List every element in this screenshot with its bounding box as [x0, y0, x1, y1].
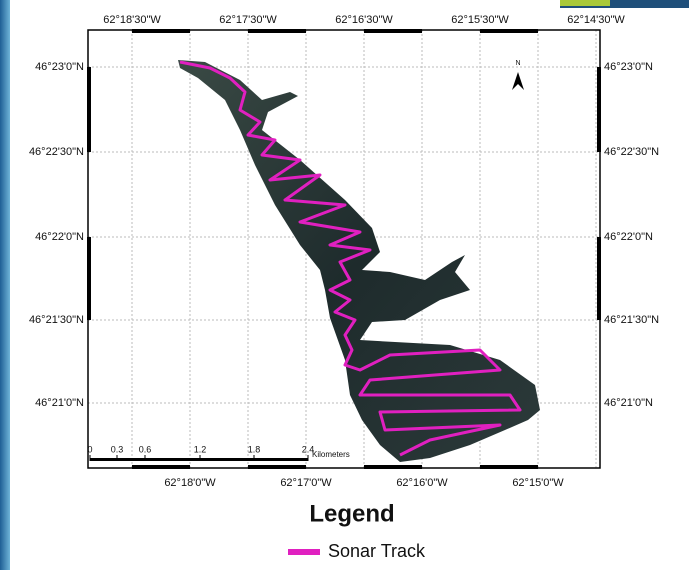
- top-longitude-label: 62°17'30"W: [219, 14, 277, 26]
- left-latitude-label: 46°23'0"N: [35, 61, 84, 73]
- bottom-longitude-label: 62°18'0"W: [164, 477, 216, 489]
- scale-tick-label: 2.4: [302, 444, 315, 454]
- right-latitude-label: 46°22'30"N: [604, 146, 659, 158]
- scale-unit: Kilometers: [312, 450, 350, 459]
- scale-tick-label: 0: [87, 444, 92, 454]
- scale-tick-label: 0.6: [139, 444, 152, 454]
- scale-tick-label: 1.2: [194, 444, 207, 454]
- left-latitude-label: 46°22'30"N: [29, 146, 84, 158]
- north-label: N: [515, 60, 520, 67]
- right-latitude-label: 46°23'0"N: [604, 61, 653, 73]
- right-latitude-label: 46°22'0"N: [604, 231, 653, 243]
- legend-label: Sonar Track: [328, 541, 426, 561]
- scale-tick-label: 0.3: [111, 444, 124, 454]
- north-arrow-shape: [512, 72, 524, 90]
- north-arrow: N: [512, 60, 524, 90]
- page: {"top_labels": ["62°18'30\"W", "62°17'30…: [0, 0, 689, 570]
- left-latitude-label: 46°21'0"N: [35, 397, 84, 409]
- scale-tick-label: 1.8: [248, 444, 261, 454]
- bottom-longitude-label: 62°17'0"W: [280, 477, 332, 489]
- edge-strip: [0, 0, 10, 570]
- lake: [178, 60, 540, 462]
- lake-shape: [178, 60, 540, 462]
- scale-bar: Kilometers 0 0.3 0.6 1.2 1.8 2.4: [87, 444, 349, 461]
- top-longitude-label: 62°16'30"W: [335, 14, 393, 26]
- legend-title: Legend: [309, 500, 394, 527]
- left-latitude-label: 46°21'30"N: [29, 314, 84, 326]
- top-longitude-label: 62°14'30"W: [567, 14, 625, 26]
- bottom-longitude-label: 62°15'0"W: [512, 477, 564, 489]
- top-longitude-label: 62°15'30"W: [451, 14, 509, 26]
- right-latitude-label: 46°21'30"N: [604, 314, 659, 326]
- left-latitude-label: 46°22'0"N: [35, 231, 84, 243]
- sonar-track: [180, 62, 520, 455]
- map-figure: N Kilometers 0 0.3 0.6 1.2 1.8 2.4 Legend Son…: [0, 0, 689, 570]
- scale-bar-line: [90, 458, 308, 461]
- right-latitude-label: 46°21'0"N: [604, 397, 653, 409]
- corner-tab: [560, 0, 610, 6]
- top-longitude-label: 62°18'30"W: [103, 14, 161, 26]
- bottom-longitude-label: 62°16'0"W: [396, 477, 448, 489]
